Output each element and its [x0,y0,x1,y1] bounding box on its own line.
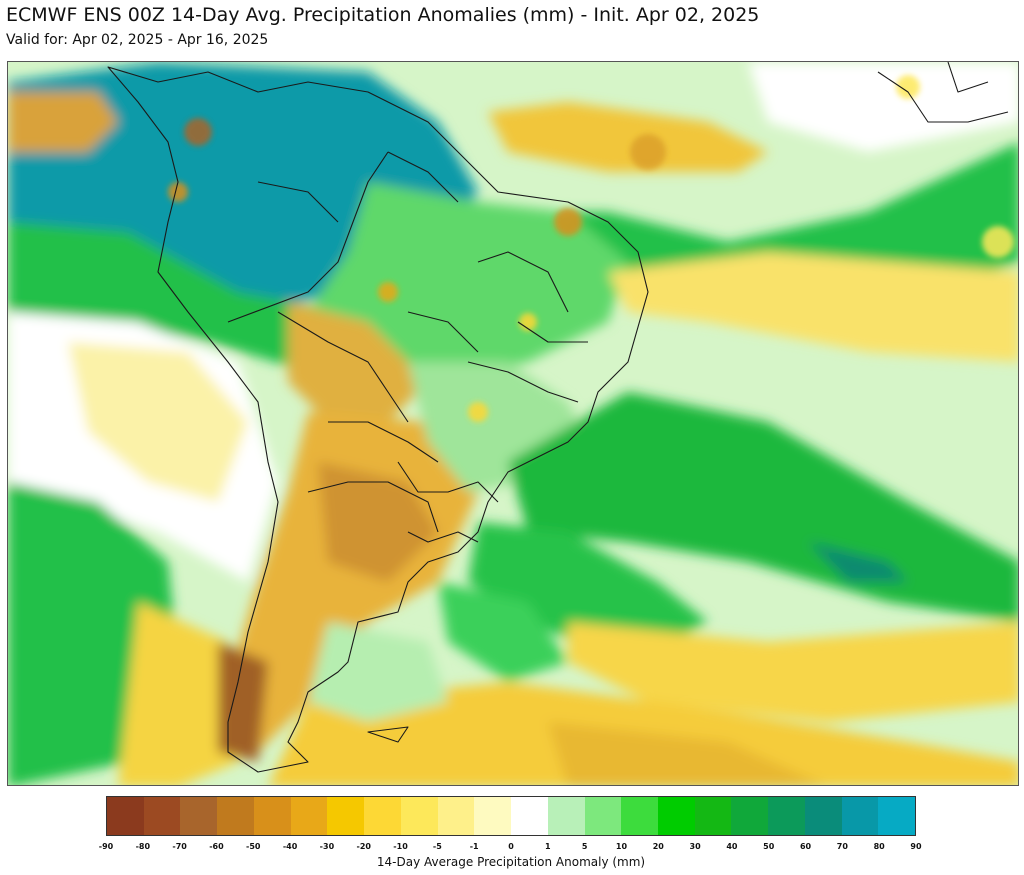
colorbar-swatch [584,797,622,835]
colorbar-tick-label: 40 [726,842,738,851]
colorbar-swatch [804,797,842,835]
colorbar-swatch [511,797,548,835]
colorbar-tick-label: 30 [689,842,701,851]
map-title: ECMWF ENS 00Z 14-Day Avg. Precipitation … [6,4,760,26]
colorbar-tick-label: -30 [319,842,335,851]
colorbar-tick-label: -80 [135,842,151,851]
colorbar-swatch [768,797,805,835]
colorbar-swatch [107,797,144,835]
colorbar-swatch [878,797,916,835]
colorbar-tick-label: -40 [282,842,298,851]
colorbar-swatch [474,797,512,835]
colorbar-tick-label: -5 [432,842,442,851]
colorbar-swatch [694,797,732,835]
colorbar-swatch [731,797,769,835]
colorbar-swatch [364,797,401,835]
colorbar-tick-label: -60 [209,842,224,851]
colorbar [106,796,916,836]
colorbar-swatch [841,797,879,835]
colorbar-label: 14-Day Average Precipitation Anomaly (mm… [376,855,646,869]
colorbar-tick-label: -10 [393,842,408,851]
colorbar-tick-label: 60 [799,842,812,851]
colorbar-swatch [143,797,181,835]
colorbar-tick-label: -20 [356,842,371,851]
colorbar-tick-label: -70 [172,842,187,851]
precipitation-anomaly-map [7,61,1019,786]
colorbar-tick-label: 90 [910,842,922,851]
colorbar-swatch [400,797,438,835]
colorbar-swatch [180,797,218,835]
colorbar-tick-label: 20 [652,842,664,851]
colorbar-tick-label: -50 [246,842,261,851]
colorbar-tick-label: 70 [836,842,848,851]
valid-dates: Valid for: Apr 02, 2025 - Apr 16, 2025 [6,32,269,48]
colorbar-tick-label: 80 [873,842,885,851]
colorbar-swatch [290,797,328,835]
colorbar-swatch [437,797,475,835]
colorbar-swatch [217,797,254,835]
colorbar-tick-label: -1 [469,842,479,851]
colorbar-swatch [327,797,365,835]
colorbar-swatch [658,797,695,835]
colorbar-tick-label: -90 [98,842,114,851]
colorbar-tick-label: 50 [763,842,775,851]
colorbar-tick-label: 5 [581,842,588,851]
colorbar-tick-label: 0 [508,842,514,851]
colorbar-swatch [547,797,585,835]
colorbar-ticks: -90 -80 -70 -60 -50 -40 -30 -20 -10 -5 -1 0 1 5 10 20 30… [99,842,922,854]
colorbar-swatch [253,797,291,835]
colorbar-tick-label: 10 [615,842,628,851]
colorbar-tick-label: 1 [545,842,551,851]
colorbar-swatch [621,797,659,835]
